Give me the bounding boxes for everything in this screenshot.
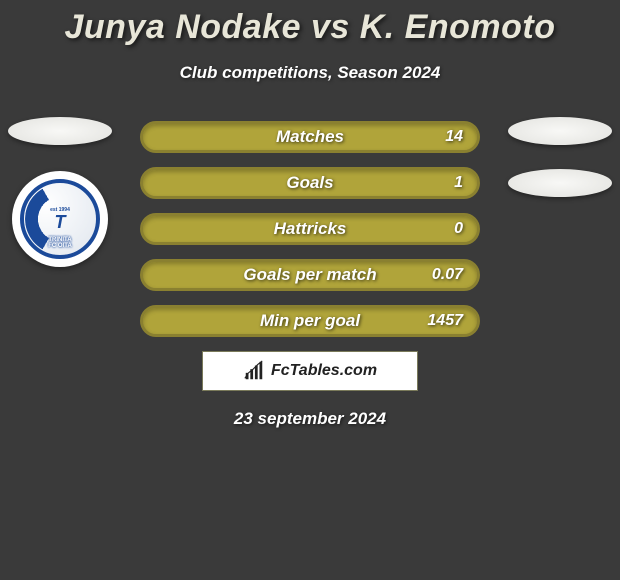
page-title: Junya Nodake vs K. Enomoto: [0, 8, 620, 47]
stat-value: 1: [454, 174, 463, 192]
player-photo-left: [8, 117, 112, 145]
footer-date: 23 september 2024: [0, 409, 620, 429]
stat-value: 0: [454, 220, 463, 238]
club-badge-ring: est 1994 T TRINITA FC OITA: [20, 179, 100, 259]
stat-label: Hattricks: [274, 219, 347, 239]
club-name-label: T: [50, 213, 70, 231]
stats-area: est 1994 T TRINITA FC OITA Matches 14 Goal…: [0, 121, 620, 429]
stat-label: Goals per match: [243, 265, 376, 285]
club-badge-footer: TRINITA FC OITA: [24, 237, 96, 249]
stat-row: Goals 1: [140, 167, 480, 199]
stat-label: Matches: [276, 127, 344, 147]
club-badge-right-placeholder: [508, 169, 612, 197]
player-photo-right: [508, 117, 612, 145]
club-badge-left: est 1994 T TRINITA FC OITA: [12, 171, 108, 267]
right-player-column: [508, 117, 612, 197]
stat-value: 0.07: [432, 266, 463, 284]
stat-value: 1457: [427, 312, 463, 330]
stat-row: Hattricks 0: [140, 213, 480, 245]
branding-label: FcTables.com: [271, 362, 377, 380]
stat-row: Matches 14: [140, 121, 480, 153]
branding-box[interactable]: FcTables.com: [202, 351, 418, 391]
stat-label: Min per goal: [260, 311, 360, 331]
root: Junya Nodake vs K. Enomoto Club competit…: [0, 0, 620, 429]
stat-rows: Matches 14 Goals 1 Hattricks 0 Goals per match…: [140, 121, 480, 337]
stat-value: 14: [445, 128, 463, 146]
page-subtitle: Club competitions, Season 2024: [0, 63, 620, 83]
club-footer-label: FC OITA: [48, 243, 72, 249]
stat-row: Min per goal 1457: [140, 305, 480, 337]
club-badge-text: est 1994 T: [50, 208, 70, 231]
stat-row: Goals per match 0.07: [140, 259, 480, 291]
chart-icon: [243, 360, 265, 382]
stat-label: Goals: [286, 173, 333, 193]
left-player-column: est 1994 T TRINITA FC OITA: [8, 117, 112, 267]
